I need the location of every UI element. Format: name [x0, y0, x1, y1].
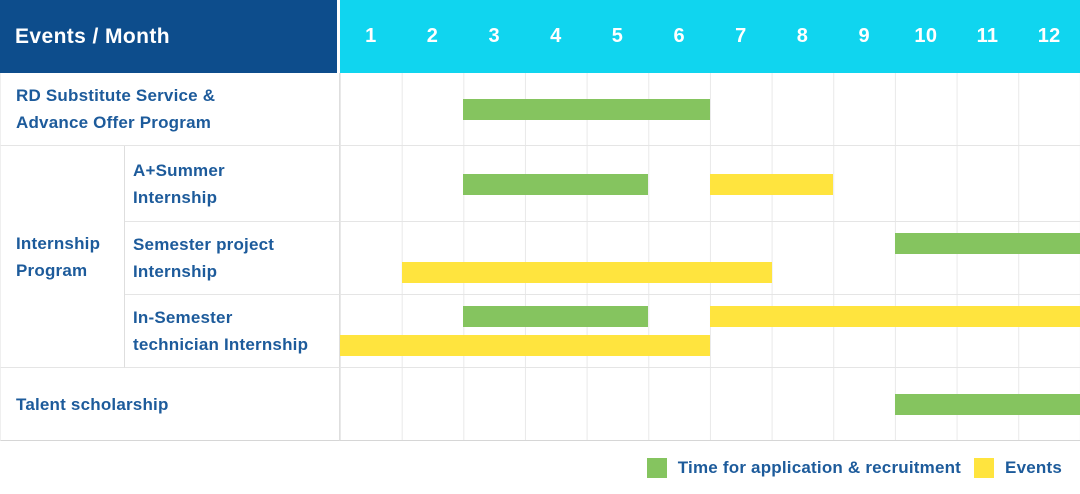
header-events-month: Events / Month [0, 0, 340, 73]
month-header-cell: 2 [401, 0, 464, 73]
row-label-rd-substitute: RD Substitute Service & Advance Offer Pro… [0, 73, 340, 146]
gantt-table: Events / Month 1 2 3 4 5 6 7 8 9 10 11 12 Internship… [0, 0, 1080, 441]
gantt-bar-application [895, 233, 1080, 254]
row-label-line: A+Summer [133, 160, 225, 180]
legend: Time for application & recruitment Events [0, 441, 1080, 494]
row-label-line: Advance Offer Program [16, 113, 212, 132]
row-label-line: Internship [133, 187, 218, 207]
gantt-row-in-semester-technician-internship [340, 295, 1080, 368]
month-header-cell: 6 [648, 0, 710, 73]
gantt-bar-event [401, 262, 772, 283]
gantt-row-a-plus-summer-internship [340, 146, 1080, 222]
month-header-cell: 4 [525, 0, 587, 73]
gantt-bar-application [463, 306, 649, 327]
month-header-cell: 1 [340, 0, 402, 73]
legend-swatch-event [974, 457, 995, 478]
gantt-row-talent-scholarship [340, 368, 1080, 441]
row-label-line: RD Substitute Service & [16, 86, 216, 105]
row-label-line: Semester project [133, 235, 275, 254]
legend-item-application: Time for application & recruitment [646, 457, 962, 478]
gantt-bar-event [710, 173, 834, 195]
row-label-a-plus-summer-internship: A+Summer Internship [125, 146, 340, 222]
row-group-label-line: Program [16, 260, 88, 280]
gantt-bar-event [710, 306, 1080, 327]
gantt-row-semester-project-internship [340, 222, 1080, 295]
row-label-line: Talent scholarship [16, 394, 169, 414]
month-header-cell: 3 [463, 0, 525, 73]
month-header-cell: 11 [956, 0, 1019, 73]
row-group-label-line: Internship [16, 233, 101, 253]
legend-item-event: Events [974, 457, 1062, 478]
row-label-talent-scholarship: Talent scholarship [0, 368, 340, 441]
gantt-bar-event [340, 335, 710, 356]
month-header-cell: 7 [710, 0, 772, 73]
gantt-row-rd-substitute [340, 73, 1080, 146]
month-header-cell: 12 [1018, 0, 1080, 73]
legend-label-event: Events [1005, 457, 1062, 477]
legend-label-application: Time for application & recruitment [677, 457, 962, 477]
month-header-cell: 5 [586, 0, 649, 73]
row-label-semester-project-internship: Semester project Internship [125, 222, 340, 295]
legend-swatch-application [646, 457, 667, 478]
month-header-cell: 9 [833, 0, 895, 73]
row-group-label-internship-program: Internship Program [0, 146, 125, 368]
month-header-cell: 10 [895, 0, 957, 73]
month-header-cell: 8 [771, 0, 834, 73]
gantt-bar-application [463, 99, 710, 120]
row-label-in-semester-technician-internship: In-Semester technician Internship [125, 295, 340, 368]
row-label-line: In-Semester [133, 308, 233, 327]
row-label-line: Internship [133, 262, 218, 281]
gantt-bar-application [463, 173, 649, 195]
gantt-bar-application [895, 394, 1080, 415]
row-label-line: technician Internship [133, 335, 309, 354]
